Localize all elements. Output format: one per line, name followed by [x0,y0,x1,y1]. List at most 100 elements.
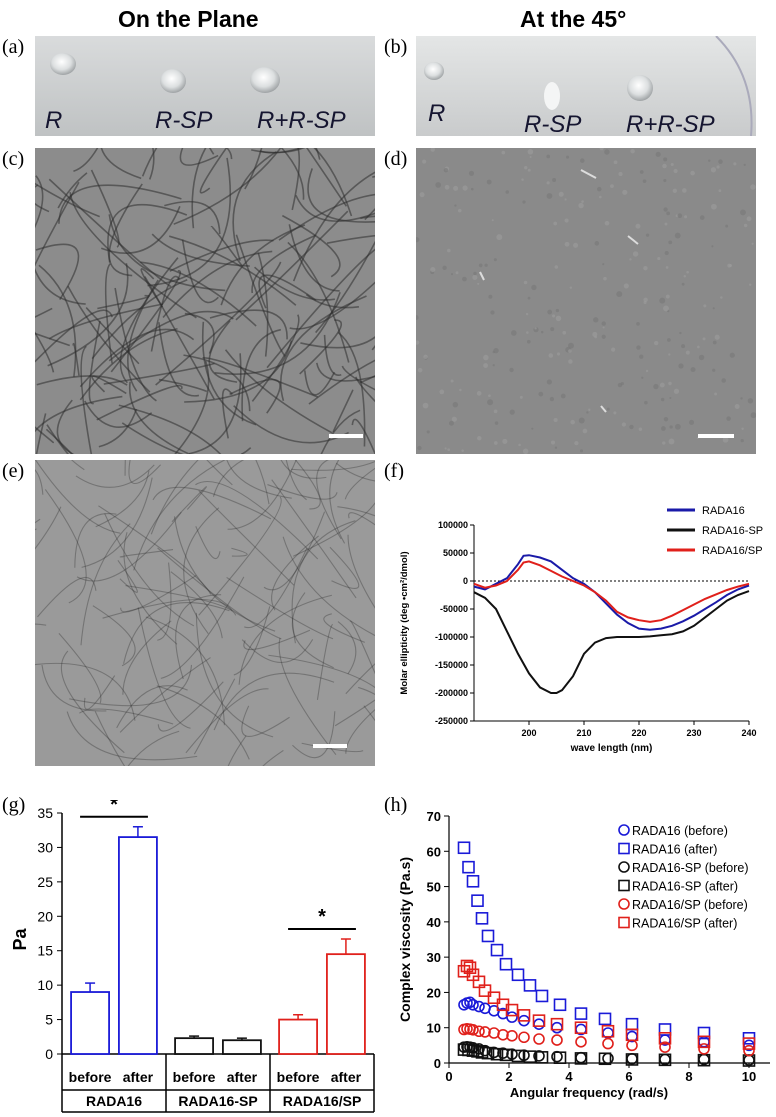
grain [416,315,419,320]
marker-rada16-after [658,1023,672,1036]
y-tick-label: -100000 [435,632,468,642]
grain [560,393,566,399]
panel-label-b: (b) [384,36,408,58]
legend-label: RADA16/SP (after) [632,917,737,931]
fiber [193,678,236,755]
bar-category-label: before [69,1069,112,1085]
fiber [133,460,226,571]
legend-label: RADA16-SP (after) [632,880,738,894]
x-tick-label: 8 [685,1069,692,1084]
y-tick-label: 5 [45,1012,53,1028]
fiber [288,224,340,292]
grain [714,392,717,396]
grain [457,208,462,213]
grain [430,266,436,273]
y-tick-label: 50 [427,880,441,895]
y-tick-label: 10 [37,977,53,993]
fiber [227,735,247,766]
photo-a-drawing: R R-SP R+R-SP [35,36,375,136]
fiber [334,699,375,727]
marker-rada16-after [625,1017,639,1031]
marker-rada16-before [506,1011,518,1023]
fiber [100,148,142,180]
grain [494,421,499,425]
fiber [90,169,120,248]
fiber [81,477,153,568]
fiber [267,484,338,500]
cd-spectrum-chart: 100000 50000 0 -50000 -100000 -150000 -200000 -… [395,480,775,770]
grain [750,184,756,190]
fiber [35,184,50,213]
grain [718,189,722,193]
sample-label-b-r: R [428,100,445,127]
marker-rada16-sp-after [550,1017,564,1031]
grain [716,165,720,169]
fiber [169,239,274,272]
fiber [282,536,375,637]
grain [632,251,639,257]
grain [665,294,670,299]
marker-rada16-after [457,841,471,855]
fiber [46,424,70,454]
fiber [181,239,219,304]
grain [635,223,641,229]
bar-rada16-sp-before [278,1018,318,1055]
fiber [235,210,349,321]
fiber [231,547,248,557]
y-tick-label: 30 [37,839,53,855]
grain [604,220,610,226]
grain [645,369,649,373]
fiber [72,343,80,376]
droplet-a-mix [250,67,280,93]
grain [435,182,442,188]
grain [423,354,428,360]
grain [510,330,517,336]
grain [564,218,569,223]
y-tick-label: 0 [463,576,468,586]
grain [416,340,420,345]
grain [430,148,435,152]
tem-e-fibers [35,460,375,766]
grain [681,188,687,193]
fiber [117,560,138,593]
fiber [107,203,188,263]
fiber [255,460,270,505]
marker-rada16-before [467,998,479,1011]
fiber [79,708,174,725]
grain [740,438,744,443]
grain [681,282,685,286]
fiber [152,486,272,520]
grain [629,258,632,261]
fiber [164,200,221,234]
fiber [148,148,155,180]
fiber [140,261,257,327]
y-tick-label: 20 [427,985,441,1000]
fiber [83,675,116,710]
fiber [226,576,334,640]
grain [454,204,457,207]
grain [579,449,584,453]
fiber [35,506,62,550]
fiber [41,664,107,712]
grain [657,256,661,261]
panel-label-d: (d) [384,148,408,170]
fiber [91,375,127,395]
fiber [35,182,100,218]
marker-rada16-sp-after [499,1048,513,1062]
fiber [75,464,155,488]
grain [546,379,552,385]
grain [448,420,455,426]
tem-d-texture [416,148,756,454]
fiber [316,460,342,540]
fiber [119,549,174,558]
grain [546,154,551,159]
fiber [85,307,140,365]
bar-rada16-sp-after [326,953,366,1055]
grain [727,263,732,268]
grain [726,416,731,421]
grain [623,283,629,289]
fiber [308,359,375,405]
grain [439,389,445,395]
legend-label: RADA16/SP [702,545,763,557]
fiber [244,148,263,190]
